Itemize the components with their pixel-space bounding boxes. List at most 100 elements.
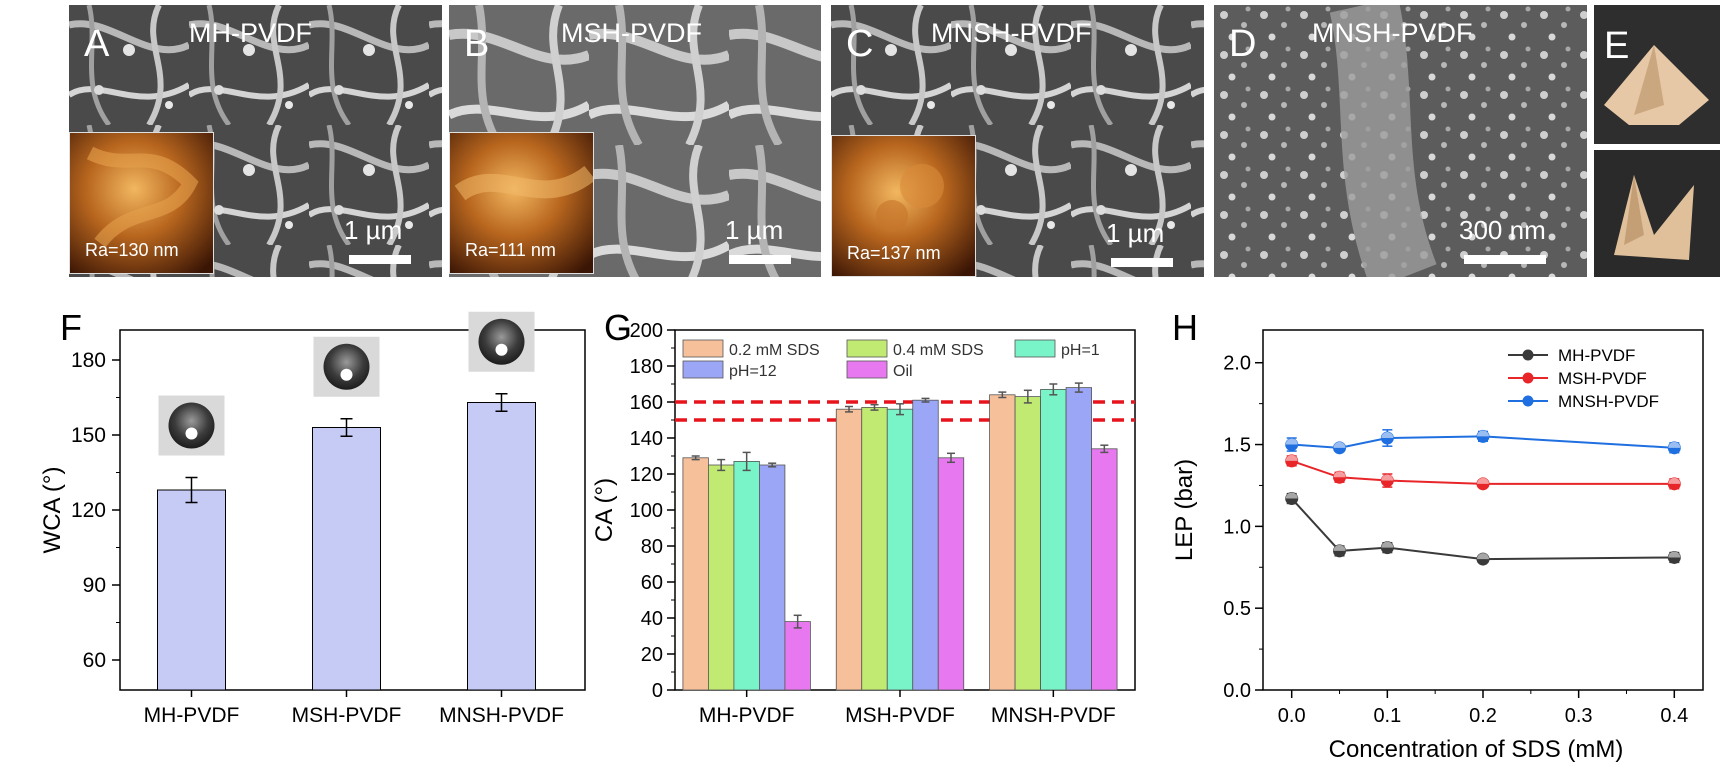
scale-bar-label: 1 µm (344, 215, 403, 245)
legend-swatch (682, 339, 724, 358)
y-tick-label: 60 (83, 649, 106, 672)
x-tick-label: 0.3 (1565, 705, 1593, 727)
bar (937, 457, 965, 691)
data-point-highlight (1381, 432, 1394, 438)
bar (467, 402, 536, 691)
panel-title: MNSH-PVDF (1312, 18, 1473, 48)
y-tick-label: 0.0 (1223, 680, 1251, 702)
droplet-image (478, 318, 525, 365)
y-axis-label: WCA (°) (39, 467, 66, 554)
y-tick-label: 0 (652, 680, 663, 702)
panel-title: MH-PVDF (189, 18, 312, 48)
scale-bar (1464, 255, 1546, 264)
data-point-highlight (1477, 430, 1489, 437)
y-tick-label: 200 (630, 320, 663, 342)
panel-letter-f: F (60, 307, 82, 348)
data-point-highlight (1333, 471, 1346, 478)
data-point-highlight (1381, 541, 1394, 548)
bar (1065, 387, 1092, 691)
scale-bar-label: 300 nm (1459, 215, 1546, 245)
bar (157, 489, 226, 691)
bar (708, 464, 735, 691)
panel-letter: A (84, 23, 110, 65)
bar (312, 427, 381, 691)
data-point-highlight (1285, 454, 1298, 461)
afm-inset: Ra=130 nm (69, 132, 214, 274)
scale-bar (729, 255, 791, 264)
droplet-image (340, 368, 353, 381)
y-axis-label: CA (°) (591, 478, 618, 542)
bar (682, 457, 709, 691)
legend-label: Oil (893, 363, 913, 380)
y-tick-label: 20 (641, 644, 663, 666)
series-line (1290, 497, 1675, 561)
data-point-highlight (1333, 544, 1346, 551)
scale-bar (1111, 258, 1173, 267)
x-tick-label: 0.0 (1278, 705, 1306, 727)
data-point-highlight (1477, 477, 1489, 484)
x-tick-label: MSH-PVDF (292, 704, 402, 727)
sem-panel-d: D MNSH-PVDF 300 nm (1214, 5, 1587, 277)
afm-inset: Ra=111 nm (449, 132, 594, 274)
y-tick-label: 1.0 (1223, 516, 1251, 538)
x-tick-label: 0.1 (1373, 705, 1401, 727)
panel-letter: D (1229, 23, 1257, 65)
photo-panel-e: E (1594, 5, 1720, 277)
y-tick-label: 100 (630, 500, 663, 522)
bar (1014, 396, 1041, 691)
x-tick-label: 0.4 (1660, 705, 1688, 727)
x-tick-label: MH-PVDF (699, 704, 795, 727)
y-tick-label: 40 (641, 608, 663, 630)
bar (759, 464, 786, 691)
data-point-highlight (1668, 441, 1681, 448)
afm-roughness-label: Ra=111 nm (465, 240, 556, 260)
panel-letter-h: H (1172, 307, 1198, 348)
bar (1091, 448, 1118, 691)
sem-panel-c: C MNSH-PVDF Ra=137 nm 1 µm (831, 5, 1204, 277)
panel-letter: C (846, 23, 874, 65)
bar (1040, 389, 1067, 691)
data-point-highlight (1333, 441, 1346, 448)
droplet-image (323, 343, 370, 390)
panel-letter-g: G (604, 307, 632, 348)
legend-swatch (1014, 339, 1056, 358)
data-point-highlight (1381, 474, 1394, 481)
sem-panel-b: B MSH-PVDF Ra=111 nm 1 µm (449, 5, 821, 277)
y-tick-label: 0.5 (1223, 598, 1251, 620)
chart-g-ca: G 0 20 40 60 80 100 120 140 160 180 200 CA (°) MH-PV… (591, 307, 1136, 727)
bar (861, 407, 888, 691)
panel-letter: B (464, 23, 490, 65)
scale-bar-label: 1 µm (1106, 218, 1165, 248)
y-tick-label: 120 (630, 464, 663, 486)
droplet-image (168, 402, 215, 449)
x-tick-label: 0.2 (1469, 705, 1497, 727)
sem-panel-a: A MH-PVDF Ra=130 nm 1 µm (69, 5, 442, 277)
panel-letter: E (1604, 25, 1630, 67)
droplet-image (185, 427, 198, 440)
y-tick-label: 180 (630, 356, 663, 378)
legend-marker (1522, 349, 1534, 361)
y-tick-label: 60 (641, 572, 663, 594)
x-tick-label: MH-PVDF (144, 704, 240, 727)
sem-image-d (1214, 5, 1587, 277)
y-tick-label: 160 (630, 392, 663, 414)
x-tick-label: MNSH-PVDF (991, 704, 1116, 727)
afm-inset: Ra=137 nm (831, 135, 976, 277)
legend-swatch (846, 360, 888, 379)
y-tick-label: 90 (83, 574, 106, 597)
legend-marker (1522, 395, 1534, 407)
data-point-highlight (1668, 551, 1681, 558)
legend-label: pH=12 (729, 363, 777, 380)
legend-marker (1522, 372, 1534, 384)
x-tick-label: MSH-PVDF (845, 704, 955, 727)
legend-swatch (682, 360, 724, 379)
y-tick-label: 2.0 (1223, 353, 1251, 375)
legend-label: pH=1 (1061, 342, 1100, 359)
legend-label: MH-PVDF (1558, 346, 1635, 365)
panel-title: MSH-PVDF (561, 18, 702, 48)
legend-label: 0.2 mM SDS (729, 342, 820, 359)
bar (912, 399, 939, 691)
y-tick-label: 180 (71, 349, 106, 372)
data-point-highlight (1668, 477, 1681, 484)
legend-label: 0.4 mM SDS (893, 342, 984, 359)
